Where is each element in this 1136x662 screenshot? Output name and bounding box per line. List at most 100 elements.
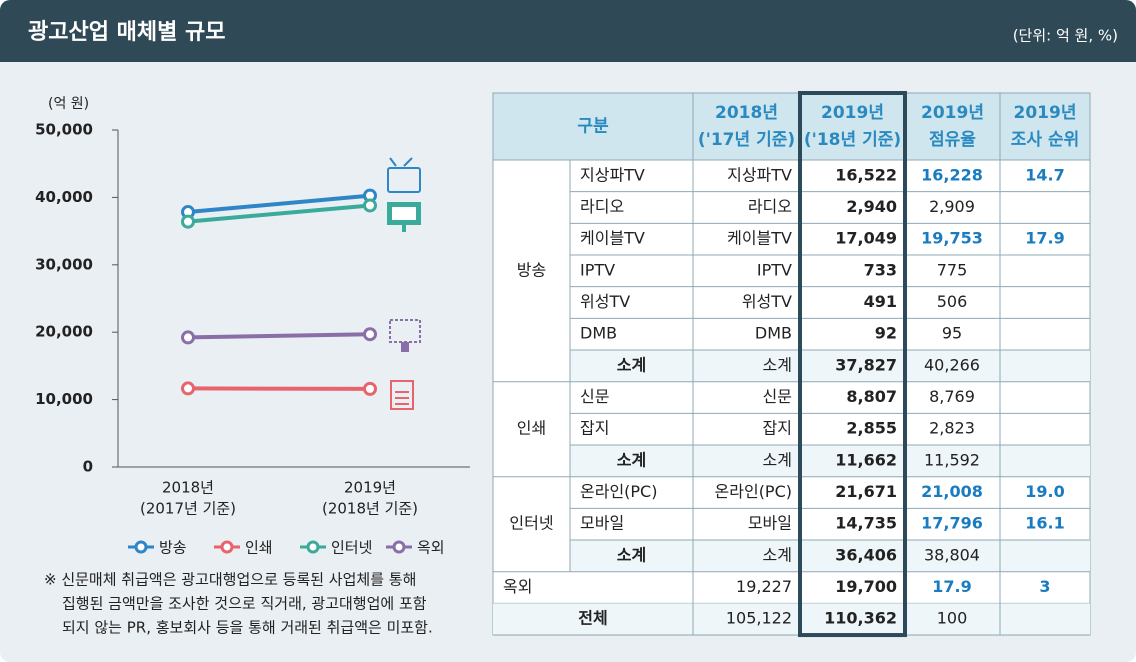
icons	[387, 157, 421, 410]
x-tick-note: (2018년 기준)	[322, 500, 418, 518]
cell-share: 19,753	[921, 229, 983, 248]
cell-2018: 잡지	[763, 419, 792, 438]
tv-antenna	[389, 157, 397, 167]
cell-rank: 19.0	[1025, 482, 1064, 501]
cell-2018: DMB	[755, 324, 792, 343]
row-label: 지상파TV	[580, 165, 645, 184]
y-unit: (억 원)	[48, 96, 89, 112]
legend-label: 인터넷	[331, 539, 372, 557]
cell-rank: 17.9	[1025, 229, 1064, 248]
billboard-post	[401, 342, 409, 352]
point	[363, 327, 377, 342]
cell-share: 506	[937, 292, 968, 311]
cell-2018: 지상파TV	[727, 165, 792, 184]
row-label: 라디오	[580, 197, 624, 216]
cell-share: 775	[937, 260, 968, 279]
cell-2019: 16,522	[835, 165, 897, 184]
cell-share: 11,592	[924, 450, 980, 469]
total-bg	[493, 603, 1090, 636]
footnote: ※ 신문매체 취급액은 광고대행업으로 등록된 사업체를 통해	[44, 571, 416, 589]
group-label: 인터넷	[509, 514, 553, 533]
legend-marker	[220, 540, 234, 554]
row-label: 온라인(PC)	[580, 482, 657, 501]
row-label: DMB	[580, 324, 617, 343]
subtotal-bg	[570, 350, 1090, 382]
cell-2018: 소계	[763, 450, 792, 469]
row-label: 위성TV	[580, 292, 630, 311]
cell-share: 100	[937, 609, 968, 628]
series-line	[187, 203, 371, 224]
column-header: 점유율	[929, 130, 976, 150]
monitor-screen	[392, 207, 416, 220]
legend-label: 인쇄	[245, 539, 273, 557]
cell-2018: 105,122	[726, 609, 792, 628]
title: 광고산업 매체별 규모	[28, 20, 225, 45]
cell-2018: 모바일	[748, 514, 792, 533]
y-tick-label: 10,000	[35, 390, 93, 408]
column-header: 2019년	[1014, 103, 1077, 123]
cell-2019: 37,827	[835, 355, 897, 374]
cell-2019: 491	[864, 292, 897, 311]
column-header: 2019년	[921, 103, 984, 123]
column-header: 2018년	[715, 103, 778, 123]
cell-share: 95	[942, 324, 962, 343]
subtotal-bg	[570, 445, 1090, 477]
subtotal-label: 소계	[617, 545, 646, 564]
cell-share: 21,008	[921, 482, 983, 501]
cell-2018: 케이블TV	[727, 229, 792, 248]
cell-2019: 36,406	[835, 545, 897, 564]
column-header: ('17년 기준)	[698, 130, 795, 150]
subtotal-label: 소계	[617, 450, 646, 469]
cell-2018: 소계	[763, 545, 792, 564]
series-line	[187, 193, 371, 215]
footnote: 집행된 금액만을 조사한 것으로 직거래, 광고대행업에 포함	[62, 595, 427, 613]
row-label: 잡지	[580, 419, 609, 438]
cell-2018: 온라인(PC)	[715, 482, 792, 501]
cell-2018: 위성TV	[742, 292, 792, 311]
point	[181, 381, 195, 396]
cell-2019: 733	[864, 260, 897, 279]
column-header: 구분	[577, 117, 609, 137]
subtotal-bg	[570, 540, 1090, 572]
cell-share: 17,796	[921, 514, 983, 533]
x-tick-label: 2019년	[344, 479, 396, 497]
tv-antenna	[403, 157, 413, 167]
table-header-bg	[492, 92, 1091, 161]
row-label: 신문	[580, 387, 609, 406]
cell-share: 40,266	[924, 355, 980, 374]
row-label: 옥외	[503, 577, 532, 596]
cell-2018: IPTV	[757, 260, 792, 279]
cell-2019: 21,671	[835, 482, 897, 501]
newspaper-icon	[390, 380, 414, 410]
y-tick-label: 50,000	[35, 121, 93, 139]
cell-2019: 2,855	[846, 419, 897, 438]
row-label: 케이블TV	[580, 229, 645, 248]
tv-icon	[387, 167, 421, 193]
cell-2019: 19,700	[835, 577, 897, 596]
cell-2019: 8,807	[846, 387, 897, 406]
column-header: 조사 순위	[1011, 130, 1079, 150]
cell-2018: 라디오	[748, 197, 792, 216]
series-line	[187, 332, 371, 340]
cell-rank: 14.7	[1025, 165, 1064, 184]
subtotal-label: 소계	[617, 355, 646, 374]
column-header: 2019년	[821, 103, 884, 123]
group-label: 인쇄	[517, 419, 546, 438]
legend-marker	[134, 540, 148, 554]
point	[181, 330, 195, 345]
point	[363, 381, 377, 396]
cell-share: 16,228	[921, 165, 983, 184]
highlight-frame	[798, 91, 907, 638]
cell-2018: 19,227	[736, 577, 792, 596]
cell-rank: 3	[1039, 577, 1050, 596]
legend-marker	[392, 540, 406, 554]
header-bar-bottom	[0, 40, 1136, 62]
x-tick-note: (2017년 기준)	[140, 500, 236, 518]
y-tick-label: 0	[83, 458, 93, 476]
row-label: 모바일	[580, 514, 624, 533]
x-tick-label: 2018년	[162, 479, 214, 497]
group-label: 방송	[517, 260, 546, 279]
cell-2019: 92	[875, 324, 897, 343]
point	[363, 198, 377, 213]
